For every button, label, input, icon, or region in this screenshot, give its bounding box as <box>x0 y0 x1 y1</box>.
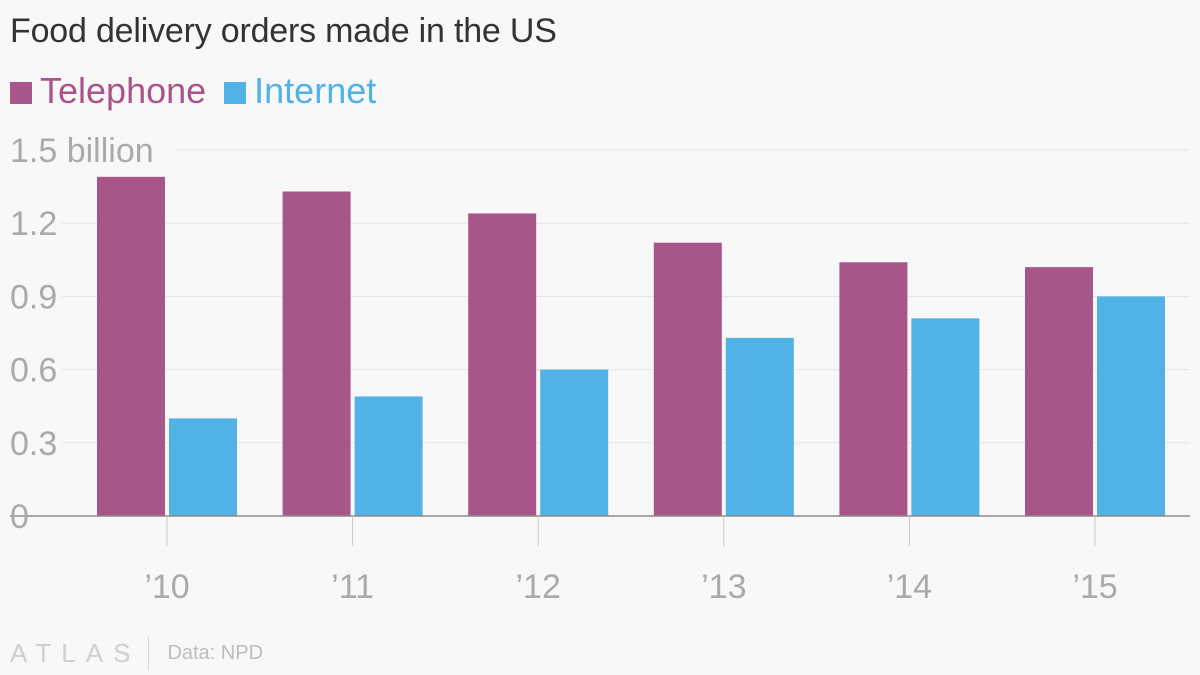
legend-label-telephone: Telephone <box>40 70 207 111</box>
legend-item-telephone: Telephone <box>10 70 206 112</box>
bar-telephone-5 <box>1025 267 1093 516</box>
x-tick-label: ’13 <box>701 568 746 606</box>
bar-internet-4 <box>911 318 980 516</box>
footer-divider <box>148 636 150 670</box>
x-tick-label: ’10 <box>144 568 189 606</box>
bar-internet-1 <box>354 396 423 516</box>
bar-internet-5 <box>1097 296 1165 516</box>
legend-swatch-telephone <box>10 82 32 104</box>
gridlines <box>62 149 1190 444</box>
bar-telephone-3 <box>653 242 722 516</box>
bar-internet-3 <box>725 337 794 516</box>
y-tick-label: 1.2 <box>10 205 57 243</box>
bar-internet-2 <box>540 369 609 516</box>
y-tick-label: 0 <box>10 498 29 536</box>
legend-item-internet: Internet <box>224 70 376 112</box>
y-tick-label: 1.5 billion <box>10 132 154 170</box>
y-axis-labels: 0 0.3 0.6 0.9 1.2 1.5 billion <box>10 132 154 536</box>
x-tick-label: ’15 <box>1072 568 1117 606</box>
bar-telephone-1 <box>282 191 351 517</box>
x-tick-label: ’11 <box>331 568 374 606</box>
bar-telephone-2 <box>468 213 537 516</box>
data-source: Data: NPD <box>167 641 264 664</box>
legend-label-internet: Internet <box>254 70 377 111</box>
y-tick-label: 0.9 <box>10 278 57 316</box>
legend-swatch-internet <box>224 82 247 104</box>
x-tick-label: ’12 <box>516 568 561 606</box>
x-tick-label: ’14 <box>887 568 932 606</box>
bars <box>97 176 1165 517</box>
bar-internet-0 <box>169 418 237 516</box>
x-axis-labels: ’10 ’11 ’12 ’13 ’14 ’15 <box>144 568 1117 606</box>
atlas-logo: ATLAS <box>10 637 141 668</box>
x-axis <box>10 515 1190 546</box>
footer: ATLAS Data: NPD <box>10 636 263 670</box>
bar-telephone-4 <box>839 262 908 516</box>
y-tick-label: 0.6 <box>10 352 57 390</box>
bar-telephone-0 <box>97 176 165 516</box>
chart-title: Food delivery orders made in the US <box>10 12 557 50</box>
legend: Telephone Internet <box>10 70 394 112</box>
y-tick-label: 0.3 <box>10 425 57 463</box>
